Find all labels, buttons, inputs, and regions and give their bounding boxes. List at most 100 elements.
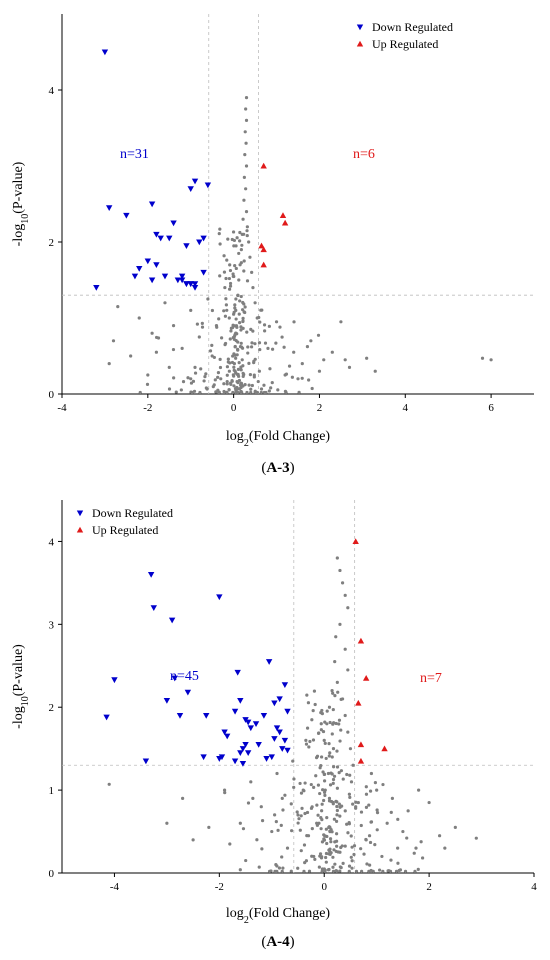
ns-point	[238, 868, 242, 872]
ns-point	[300, 806, 304, 810]
ns-point	[350, 845, 354, 849]
ns-point	[225, 382, 229, 386]
ns-point	[250, 383, 254, 388]
ns-point	[289, 802, 293, 806]
ns-point	[474, 836, 478, 840]
ns-point	[192, 389, 197, 393]
ns-point	[334, 819, 339, 823]
ns-point	[365, 862, 369, 866]
ns-point	[414, 846, 418, 850]
ns-point	[243, 153, 247, 157]
ns-point	[354, 869, 359, 873]
ns-point	[405, 836, 409, 840]
ns-point	[254, 390, 258, 394]
ns-point	[385, 821, 389, 825]
x-axis-label-sub: 2	[244, 915, 249, 926]
ns-point	[298, 781, 302, 786]
ns-point	[292, 350, 296, 354]
ns-point	[326, 771, 331, 776]
ns-point	[320, 802, 324, 806]
up-regulated-point	[260, 261, 267, 268]
ns-point	[181, 380, 186, 384]
ns-point	[200, 321, 204, 325]
ns-point	[349, 855, 353, 859]
ns-point	[222, 309, 226, 313]
ns-point	[311, 738, 316, 742]
ns-point	[310, 854, 314, 858]
ns-point	[327, 754, 331, 758]
down-regulated-point	[131, 273, 139, 280]
ns-point	[335, 832, 339, 836]
ns-point	[311, 709, 315, 713]
down-regulated-point	[268, 754, 275, 761]
ns-point	[364, 805, 369, 809]
ns-point	[320, 809, 324, 813]
ns-point	[232, 238, 237, 243]
ns-point	[145, 382, 150, 386]
ns-point	[338, 739, 342, 743]
ns-point	[367, 834, 372, 838]
down-regulated-point	[216, 594, 223, 601]
ns-point	[240, 390, 244, 394]
down-regulated-point	[183, 243, 190, 249]
ns-point	[336, 690, 340, 694]
ns-point	[331, 765, 336, 769]
ns-point	[302, 789, 306, 793]
ns-point	[268, 367, 272, 371]
ns-point	[232, 310, 236, 314]
down-regulated-point	[174, 277, 182, 284]
ns-point	[349, 834, 353, 838]
down-regulated-point	[178, 277, 186, 284]
ns-point	[232, 368, 236, 372]
ns-point	[394, 869, 399, 873]
ns-point	[238, 239, 242, 243]
down-regulated-point	[281, 737, 289, 744]
ns-point	[232, 335, 236, 339]
ns-point	[331, 781, 335, 785]
ns-point	[349, 780, 354, 784]
ns-point	[359, 847, 363, 851]
ns-point	[347, 822, 351, 826]
ns-point	[330, 772, 334, 776]
ns-point	[341, 861, 345, 865]
ns-point	[375, 788, 379, 792]
ns-point	[299, 849, 303, 853]
ns-point	[313, 702, 317, 707]
ns-point	[251, 329, 255, 333]
down-regulated-point	[252, 721, 260, 727]
down-regulated-point	[170, 220, 177, 227]
caption-open: (	[261, 934, 266, 950]
down-regulated-point	[153, 231, 160, 238]
ns-point	[364, 785, 368, 789]
ns-point	[244, 164, 249, 168]
ns-point	[180, 346, 184, 350]
x-tick-label: 2	[426, 881, 432, 893]
ns-point	[296, 866, 300, 870]
ns-point	[340, 844, 344, 848]
ns-point	[260, 819, 265, 823]
ns-point	[237, 312, 241, 316]
ns-point	[255, 838, 259, 842]
ns-point	[333, 694, 337, 698]
ns-point	[346, 730, 350, 734]
ns-point	[249, 345, 254, 349]
ns-point	[317, 731, 321, 735]
ns-point	[419, 840, 423, 844]
ns-point	[231, 390, 235, 394]
ns-point	[242, 259, 246, 263]
ns-point	[381, 869, 385, 873]
ns-point	[412, 851, 416, 855]
ns-point	[253, 301, 257, 305]
caption-label: A-3	[266, 460, 289, 476]
ns-point	[331, 855, 335, 859]
ns-point	[199, 367, 203, 371]
x-axis-label: log2(Fold Change)	[226, 429, 330, 449]
ns-point	[250, 341, 254, 345]
ns-point	[390, 796, 394, 801]
ns-point	[343, 593, 347, 597]
ns-point	[292, 785, 296, 789]
down-regulated-point	[216, 756, 223, 762]
ns-point	[328, 825, 332, 830]
